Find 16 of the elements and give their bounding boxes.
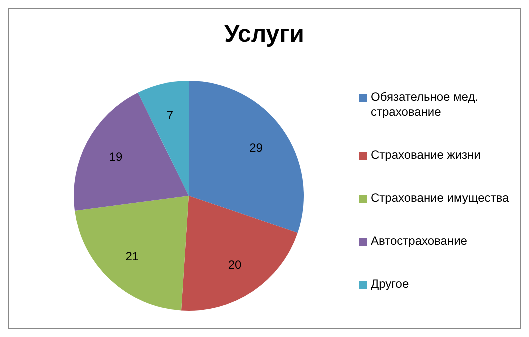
data-label: 29 [250,140,264,155]
legend-label: Обязательное мед. страхование [371,90,480,120]
legend-label: Страхование жизни [371,148,481,163]
data-label: 20 [228,258,242,272]
data-label: 7 [166,108,174,122]
data-label: 19 [109,150,123,164]
legend-label: Страхование имущества [371,191,510,206]
pie-slice [181,196,298,311]
pie-slice [74,92,189,212]
chart-title: Услуги [224,21,306,50]
pie-slice [189,81,304,233]
pie-slice [138,81,189,196]
data-label: 21 [126,249,140,264]
legend-label: Автострахование [371,234,468,249]
legend-label: Другое [371,277,410,292]
pie-slice [74,196,189,311]
